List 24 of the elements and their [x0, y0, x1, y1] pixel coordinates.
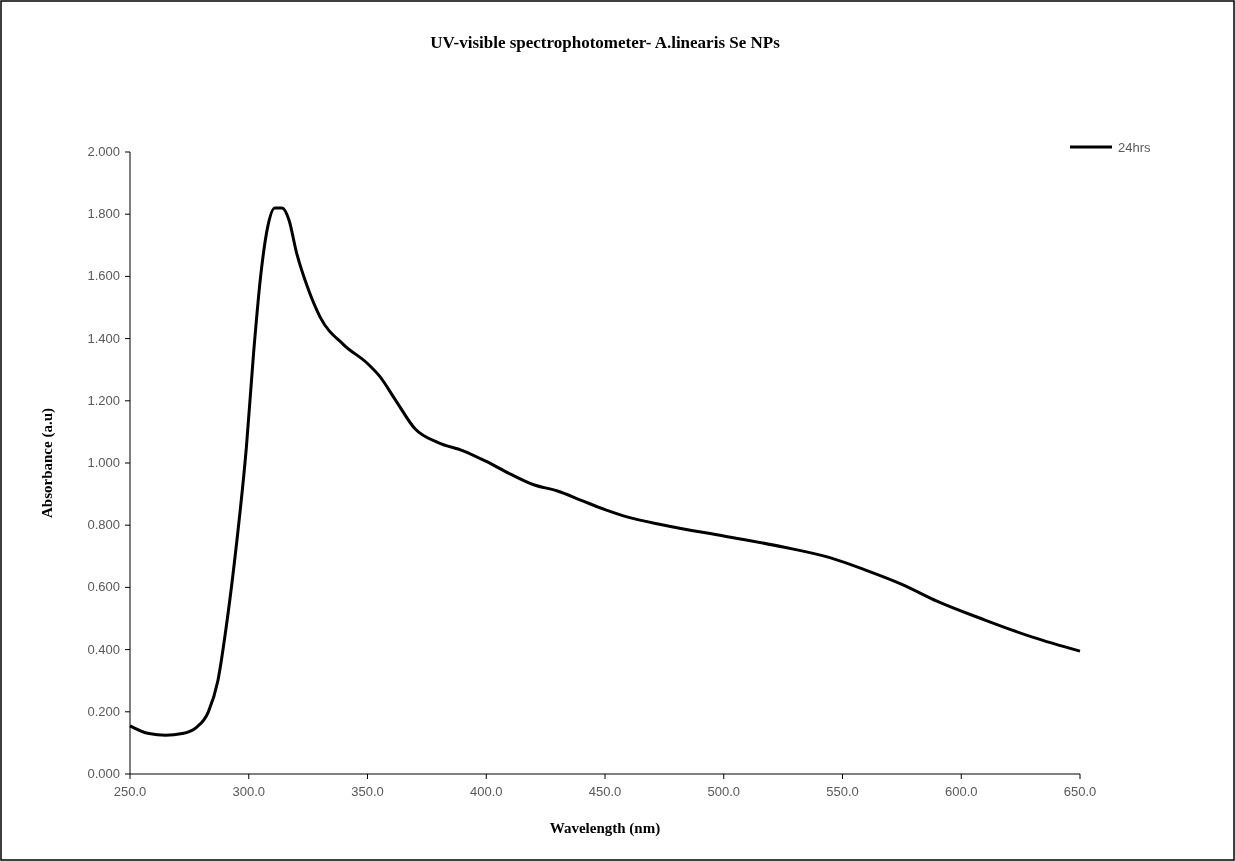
- y-tick-label: 1.200: [87, 392, 120, 408]
- legend-label: 24hrs: [1118, 140, 1152, 155]
- x-tick-label: 600.0: [944, 784, 978, 799]
- chart-title: UV-visible spectrophotometer- A.linearis Se NPs: [430, 33, 781, 52]
- y-tick-label: 1.800: [87, 206, 120, 222]
- y-tick-label: 0.200: [87, 703, 120, 719]
- x-tick-label: 550.0: [826, 784, 859, 799]
- x-tick-label: 450.0: [588, 784, 622, 799]
- x-tick-label: 300.0: [232, 784, 266, 799]
- y-tick-label: 2.000: [87, 144, 120, 159]
- x-tick-label: 650.0: [1063, 784, 1097, 799]
- y-tick-label: 0.800: [87, 517, 120, 533]
- y-tick-label: 1.000: [87, 455, 120, 470]
- x-tick-label: 250.0: [113, 784, 147, 799]
- y-tick-label: 0.000: [87, 766, 120, 781]
- x-tick-label: 400.0: [469, 784, 503, 799]
- x-tick-label: 500.0: [707, 784, 741, 799]
- x-tick-label: 350.0: [351, 784, 384, 799]
- x-axis-title: Wavelength (nm): [549, 820, 661, 837]
- y-tick-label: 0.600: [87, 579, 120, 595]
- y-tick-label: 1.400: [87, 330, 120, 346]
- y-tick-label: 0.400: [87, 641, 120, 657]
- y-tick-label: 1.600: [87, 268, 120, 284]
- y-axis-title: Absorbance (a.u): [39, 407, 56, 519]
